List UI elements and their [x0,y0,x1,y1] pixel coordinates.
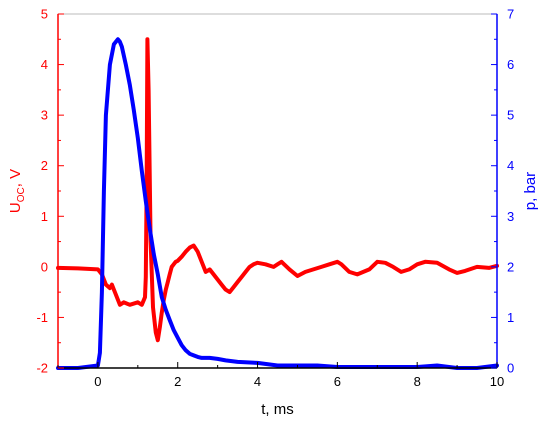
y-left-axis-title-main: U [7,202,24,213]
y-right-tick-label: 2 [507,259,514,274]
x-tick-label: 8 [414,374,421,389]
y-left-tick-label: 5 [41,7,48,22]
y-right-tick-label: 0 [507,361,514,376]
y-left-tick-label: 1 [41,209,48,224]
plot-frame [57,13,498,369]
y-left-axis-title-suffix: , V [7,169,24,187]
x-axis-title: t, ms [261,401,294,418]
labels-layer: t, ms UOC, V p, bar [7,169,539,418]
y-right-tick-label: 4 [507,158,514,173]
y-left-tick-label: 0 [41,259,48,274]
y-left-axis-title-subscript: OC [16,187,27,202]
y-right-axis-title: p, bar [522,172,539,210]
y-left-tick-label: -2 [36,361,48,376]
y-left-tick-label: 4 [41,57,48,72]
y-right-tick-label: 1 [507,310,514,325]
voltage-series-line [56,37,499,343]
y-right-tick-label: 7 [507,7,514,22]
y-right-tick-label: 6 [507,57,514,72]
x-tick-label: 2 [174,374,181,389]
y-left-tick-label: 3 [41,108,48,123]
x-tick-label: 10 [490,374,504,389]
axes-layer: 0 2 4 6 8 10 -2 -1 0 1 2 3 4 5 0 1 2 3 4 5 6 7 [36,7,514,390]
plot-area [57,13,498,369]
y-right-tick-label: 5 [507,108,514,123]
pressure-series-line [56,37,499,370]
x-tick-label: 6 [334,374,341,389]
x-tick-label: 0 [94,374,101,389]
y-left-axis-title: UOC, V [7,169,27,213]
x-tick-label: 4 [254,374,261,389]
y-right-tick-label: 3 [507,209,514,224]
y-left-tick-label: -1 [36,310,48,325]
y-left-tick-label: 2 [41,158,48,173]
series-layer [56,37,499,370]
